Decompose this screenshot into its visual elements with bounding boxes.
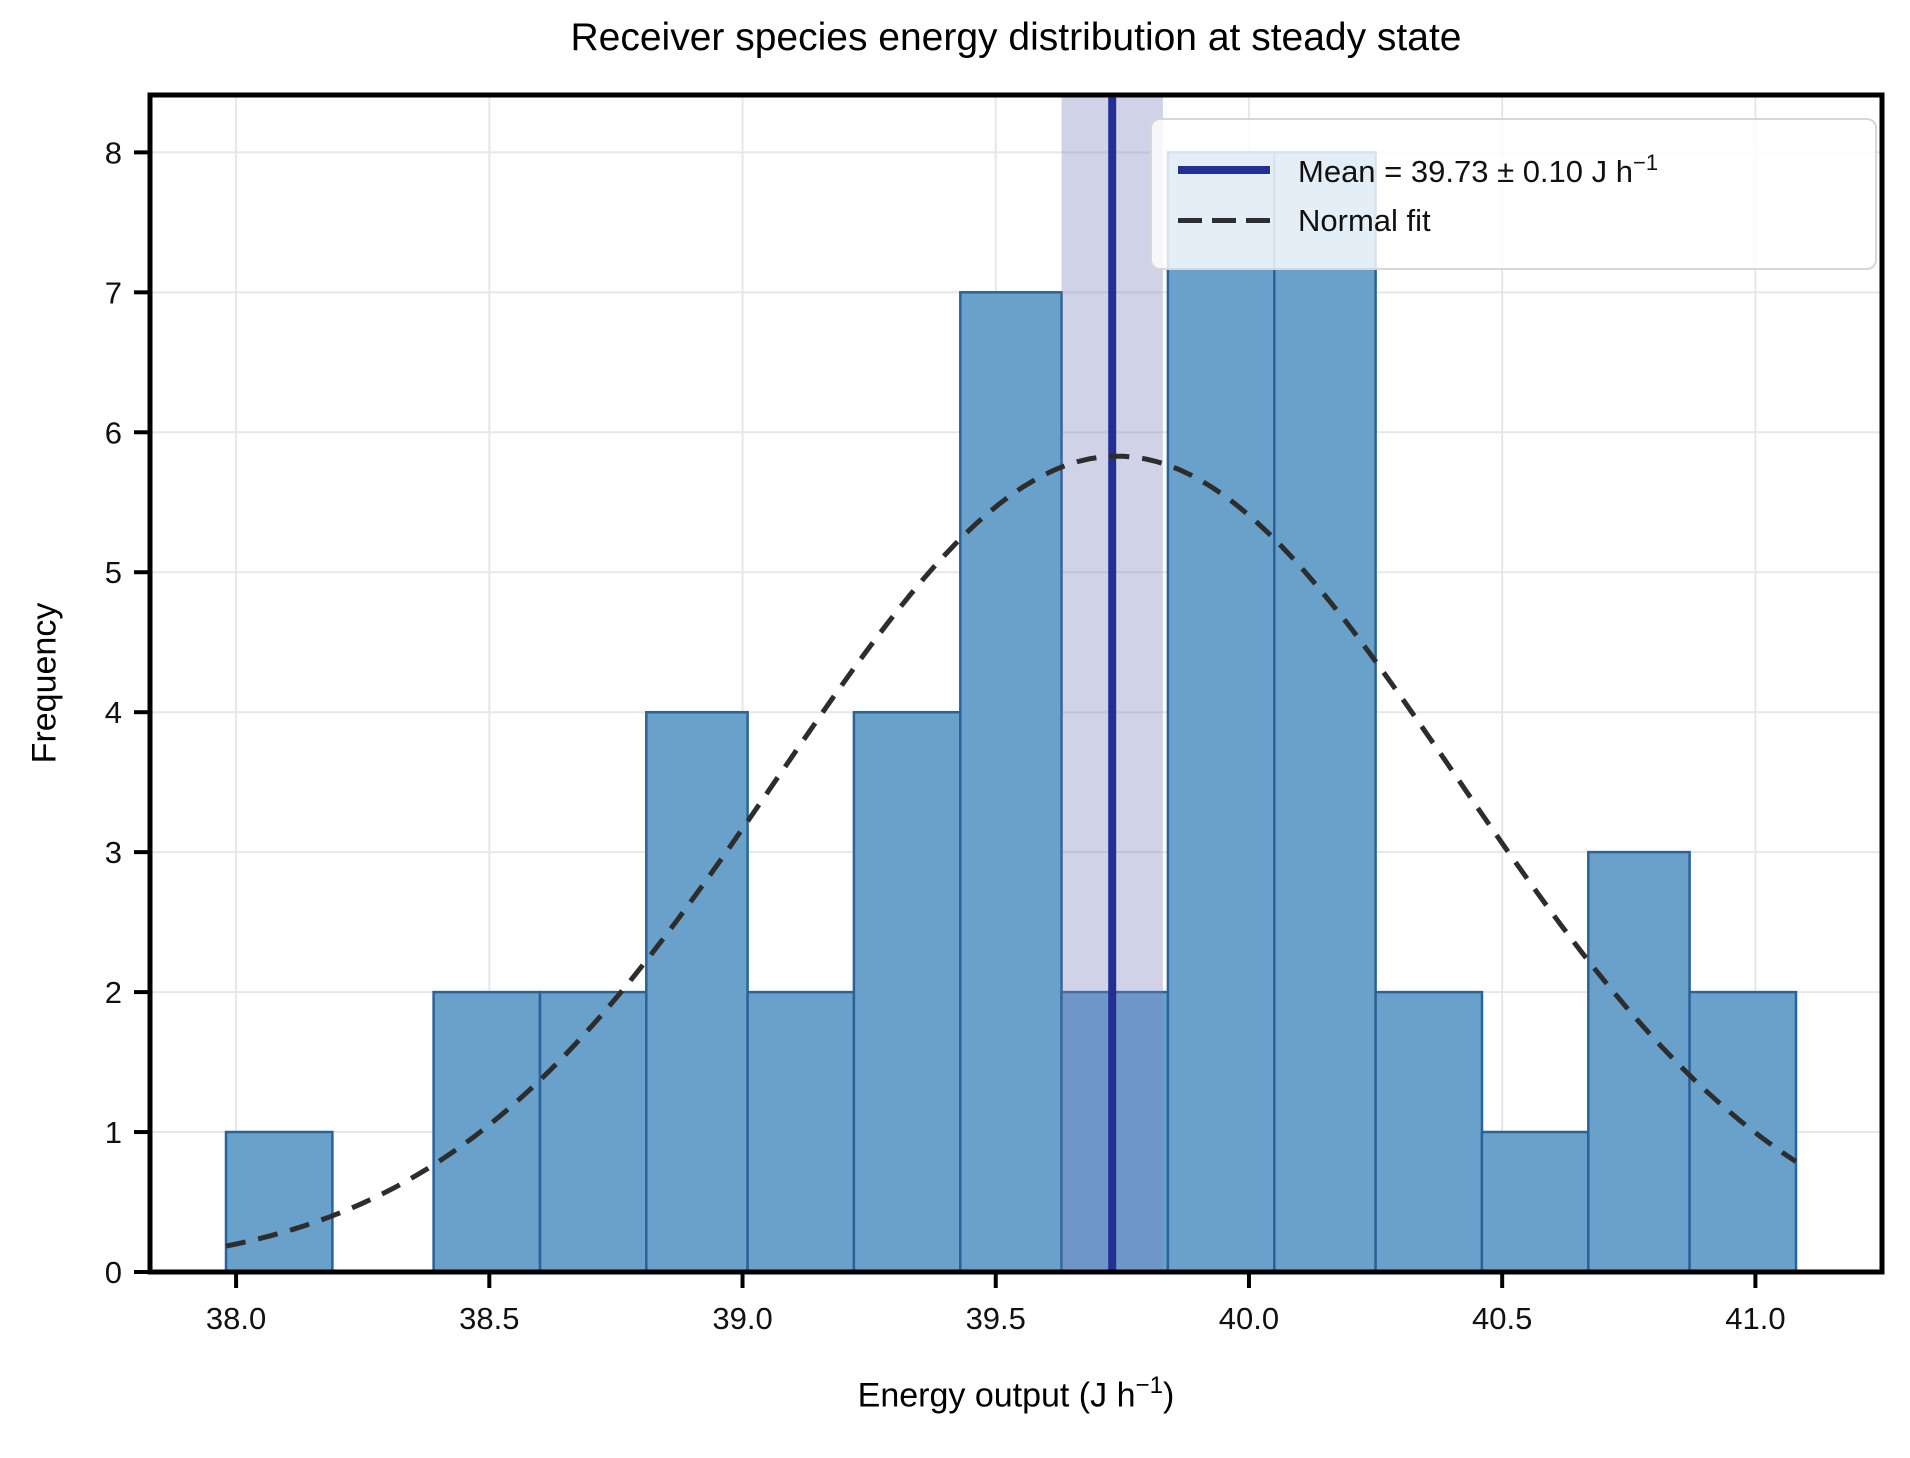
x-tick-label: 39.5 — [966, 1301, 1026, 1336]
histogram-bar — [746, 990, 856, 1274]
normal-fit-swatch-icon — [1178, 218, 1270, 224]
dash-segment — [1212, 218, 1236, 224]
x-tick-label: 38.5 — [459, 1301, 519, 1336]
dash-segment — [1246, 218, 1270, 224]
histogram-bar — [224, 1130, 334, 1274]
x-tick-label: 40.5 — [1472, 1301, 1532, 1336]
mean-line-swatch-icon — [1178, 165, 1270, 174]
y-axis-ticks: 0 1 2 3 4 5 6 7 8 — [105, 135, 148, 1290]
legend-row-normal-fit: Normal fit — [1178, 205, 1849, 236]
histogram-bar — [538, 990, 648, 1274]
chart-title: Receiver species energy distribution at … — [570, 16, 1462, 59]
y-tick-label: 4 — [105, 695, 122, 730]
legend: Mean = 39.73 ± 0.10 J h−1 Normal fit — [1150, 118, 1877, 270]
histogram-bar — [1587, 850, 1691, 1274]
legend-label-mean-text: Mean = 39.73 ± 0.10 J h — [1298, 154, 1633, 190]
histogram-bar — [1480, 1130, 1590, 1274]
mean-line-swatch-bar — [1178, 165, 1270, 174]
x-tick-label: 41.0 — [1725, 1301, 1785, 1336]
histogram-bar — [852, 710, 962, 1274]
x-axis-label: Energy output (J h−1) — [150, 1372, 1882, 1415]
y-tick-label: 3 — [105, 835, 122, 870]
y-tick-label: 5 — [105, 555, 122, 590]
x-axis-label-close: ) — [1163, 1376, 1175, 1415]
x-tick-label: 40.0 — [1219, 1301, 1279, 1336]
x-tick-label: 39.0 — [712, 1301, 772, 1336]
histogram-bar — [1374, 990, 1484, 1274]
y-tick-label: 0 — [105, 1255, 122, 1290]
histogram-bar — [1688, 990, 1798, 1274]
y-tick-label: 7 — [105, 275, 122, 310]
histogram-bar — [1166, 151, 1276, 1274]
x-axis-ticks: 38.0 38.5 39.0 39.5 40.0 40.5 41.0 — [206, 1274, 1786, 1336]
y-axis-label: Frequency — [25, 602, 64, 764]
legend-row-mean: Mean = 39.73 ± 0.10 J h−1 — [1178, 149, 1849, 190]
y-tick-label: 8 — [105, 135, 122, 170]
histogram-bar — [1273, 151, 1377, 1274]
y-tick-label: 1 — [105, 1115, 122, 1150]
axes-spines — [147, 92, 1885, 1275]
x-axis-label-superscript: −1 — [1135, 1372, 1163, 1399]
x-tick-label: 38.0 — [206, 1301, 266, 1336]
histogram-bar — [645, 710, 749, 1274]
histogram-bar — [432, 990, 542, 1274]
y-tick-label: 6 — [105, 415, 122, 450]
y-tick-label: 2 — [105, 975, 122, 1010]
legend-label-normal-fit: Normal fit — [1298, 203, 1431, 239]
x-axis-label-text: Energy output (J h — [857, 1376, 1136, 1415]
dash-segment — [1178, 218, 1202, 224]
legend-label-mean-superscript: −1 — [1633, 149, 1659, 175]
histogram-bar — [959, 291, 1063, 1274]
legend-label-mean: Mean = 39.73 ± 0.10 J h−1 — [1298, 149, 1659, 190]
